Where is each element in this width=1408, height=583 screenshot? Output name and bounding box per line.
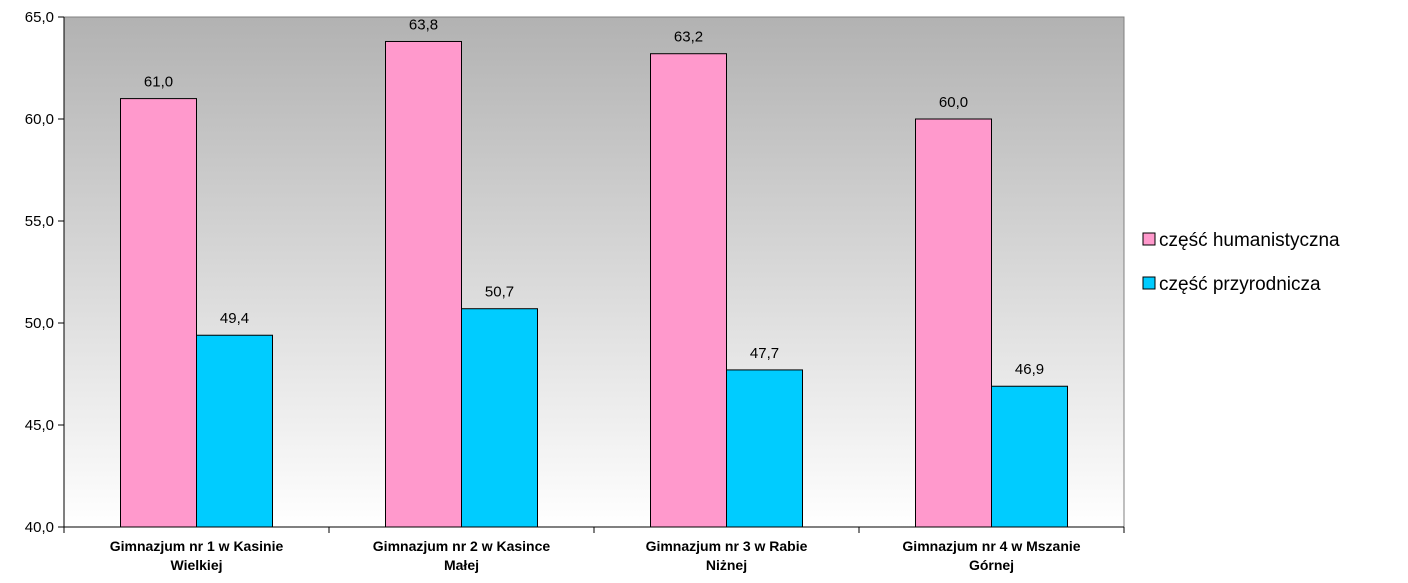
x-category-label-line: Gimnazjum nr 4 w Mszanie — [902, 538, 1080, 554]
y-tick-label: 60,0 — [25, 111, 54, 128]
data-labels: 61,0 63,8 63,2 60,0 49,4 50,7 47,7 46,9 — [144, 16, 1044, 378]
x-category-label-line: Wielkiej — [170, 557, 222, 573]
data-label: 46,9 — [1015, 361, 1044, 378]
x-axis: Gimnazjum nr 1 w Kasinie WielkiejGimnazju… — [63, 526, 1125, 573]
legend-swatch — [1142, 276, 1156, 290]
x-category-label: Gimnazjum nr 3 w Rabie Niżnej — [646, 538, 808, 573]
x-category-label-line: Małej — [444, 557, 479, 573]
data-label: 47,7 — [750, 345, 779, 362]
x-category-label: Gimnazjum nr 2 w Kasince Małej — [373, 538, 551, 573]
x-category-label-line: Górnej — [969, 557, 1014, 573]
bar-series-2 — [461, 308, 538, 528]
y-axis: 40,0 45,0 50,0 55,0 60,0 65,0 — [25, 9, 65, 536]
y-tick-label: 45,0 — [25, 417, 54, 434]
x-category-label: Gimnazjum nr 1 w Kasinie Wielkiej — [110, 538, 284, 573]
x-category-label-line: Gimnazjum nr 2 w Kasince — [373, 538, 551, 554]
bars — [120, 40, 1068, 528]
legend-label: część humanistyczna — [1159, 230, 1340, 251]
y-tick-label: 65,0 — [25, 9, 54, 26]
bar-series-1 — [650, 53, 727, 528]
x-category-label: Gimnazjum nr 4 w Mszanie Górnej — [902, 538, 1080, 573]
y-tick-label: 55,0 — [25, 213, 54, 230]
data-label: 49,4 — [220, 310, 249, 327]
x-category-label-line: Niżnej — [706, 557, 747, 573]
x-category-label-line: Gimnazjum nr 3 w Rabie — [646, 538, 808, 554]
bar-series-2 — [726, 369, 803, 528]
legend-label: część przyrodnicza — [1159, 274, 1321, 295]
legend-swatch — [1142, 232, 1156, 246]
x-category-label-line: Gimnazjum nr 1 w Kasinie — [110, 538, 284, 554]
bar-series-1 — [120, 98, 197, 528]
data-label: 61,0 — [144, 74, 173, 91]
bar-series-2 — [196, 334, 273, 528]
data-label: 63,8 — [409, 16, 438, 33]
y-tick-label: 50,0 — [25, 315, 54, 332]
data-label: 50,7 — [485, 284, 514, 301]
bar-series-2 — [991, 385, 1068, 528]
bar-series-1 — [915, 118, 992, 528]
bar-series-1 — [385, 40, 462, 528]
data-label: 63,2 — [674, 29, 703, 46]
data-label: 60,0 — [939, 94, 968, 111]
y-tick-label: 40,0 — [25, 519, 54, 536]
legend: część humanistyczna część przyrodnicza — [1142, 230, 1340, 295]
